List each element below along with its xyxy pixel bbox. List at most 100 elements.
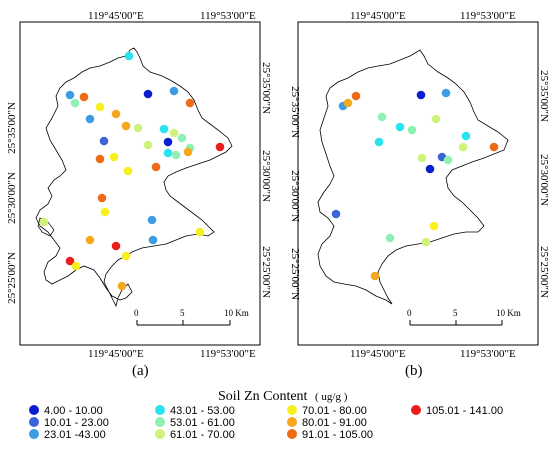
panel-b-sample-point bbox=[377, 112, 387, 122]
legend-label: 43.01 - 53.00 bbox=[170, 405, 235, 417]
panel-b-top-tick-1: 119°45'00"E bbox=[350, 10, 406, 22]
panel-a-sample-point bbox=[148, 235, 158, 245]
map-panel-a: 119°45'00"E 119°53'00"E 119°45'00"E 119°… bbox=[6, 10, 272, 379]
panel-a-sample-point bbox=[159, 124, 169, 134]
panel-b-sample-point bbox=[417, 153, 427, 163]
legend-swatch-icon bbox=[155, 417, 165, 427]
legend-title: Soil Zn Content bbox=[218, 389, 308, 404]
panel-b-scale-0: 0 bbox=[407, 308, 412, 318]
panel-b-sample-point bbox=[343, 98, 353, 108]
panel-b-left-tick-1: 25°35'00"N bbox=[289, 86, 301, 138]
legend-label: 70.01 - 80.00 bbox=[302, 405, 367, 417]
panel-a-sample-point bbox=[111, 109, 121, 119]
panel-b-sample-point bbox=[489, 142, 499, 152]
panel-b-scale-5: 5 bbox=[453, 308, 458, 318]
legend-label: 10.01 - 23.00 bbox=[44, 417, 109, 429]
legend-swatch-icon bbox=[287, 417, 297, 427]
panel-a-right-tick-1: 25°35'00"N bbox=[260, 62, 272, 114]
panel-a-sample-point bbox=[79, 92, 89, 102]
panel-a-sample-point bbox=[183, 147, 193, 157]
panel-a-right-tick-2: 25°30'00"N bbox=[260, 150, 272, 202]
panel-a-scale-10: 10 Km bbox=[224, 308, 249, 318]
panel-a-sample-point bbox=[169, 128, 179, 138]
panel-b-top-tick-2: 119°53'00"E bbox=[460, 10, 516, 22]
panel-a-right-tick-3: 25°25'00"N bbox=[260, 246, 272, 298]
panel-a-left-tick-3: 25°25'00"N bbox=[6, 252, 18, 304]
legend-swatch-icon bbox=[29, 429, 39, 439]
legend-swatch-icon bbox=[155, 429, 165, 439]
panel-a-sample-point bbox=[195, 227, 205, 237]
legend-swatch-icon bbox=[411, 405, 421, 415]
legend-label: 61.01 - 70.00 bbox=[170, 429, 235, 441]
legend-swatch-icon bbox=[29, 405, 39, 415]
panel-b-sample-point bbox=[374, 137, 384, 147]
legend-unit: ( ug/g ) bbox=[315, 391, 348, 403]
panel-a-sample-point bbox=[95, 154, 105, 164]
legend-label: 105.01 - 141.00 bbox=[426, 405, 503, 417]
panel-a-bottom-tick-2: 119°53'00"E bbox=[200, 348, 256, 360]
panel-b-sample-point bbox=[429, 221, 439, 231]
panel-b-label: (b) bbox=[405, 363, 423, 379]
panel-b-scale-10: 10 Km bbox=[496, 308, 521, 318]
panel-a-island bbox=[37, 217, 55, 237]
panel-b-sample-point bbox=[421, 237, 431, 247]
panel-a-sample-point bbox=[39, 217, 49, 227]
panel-b-sample-point bbox=[385, 233, 395, 243]
panel-a-sample-point bbox=[185, 98, 195, 108]
panel-a-sample-point bbox=[163, 137, 173, 147]
panel-a-sample-point bbox=[100, 207, 110, 217]
legend-swatch-icon bbox=[287, 405, 297, 415]
panel-a-sample-point bbox=[71, 261, 81, 271]
map-panel-b: 119°45'00"E 119°53'00"E 119°45'00"E 119°… bbox=[289, 10, 550, 379]
panel-b-sample-point bbox=[431, 114, 441, 124]
panel-b-sample-point bbox=[331, 209, 341, 219]
panel-a-sample-point bbox=[121, 121, 131, 131]
panel-b-bottom-tick-2: 119°53'00"E bbox=[460, 348, 516, 360]
panel-b-sample-point bbox=[461, 131, 471, 141]
panel-a-scale-5: 5 bbox=[180, 308, 185, 318]
legend-label: 4.00 - 10.00 bbox=[44, 405, 103, 417]
panel-a-sample-point bbox=[85, 114, 95, 124]
panel-a-bottom-tick-1: 119°45'00"E bbox=[88, 348, 144, 360]
panel-b-sample-point bbox=[441, 88, 451, 98]
legend-label: 53.01 - 61.00 bbox=[170, 417, 235, 429]
panel-b-sample-point bbox=[407, 125, 417, 135]
panel-a-sample-point bbox=[85, 235, 95, 245]
legend-label: 23.01 -43.00 bbox=[44, 429, 106, 441]
panel-a-left-tick-2: 25°30'00"N bbox=[6, 172, 18, 224]
panel-a-left-tick-1: 25°35'00"N bbox=[6, 102, 18, 154]
panel-a-sample-point bbox=[143, 140, 153, 150]
panel-a-sample-point bbox=[70, 98, 80, 108]
panel-b-boundary bbox=[317, 49, 509, 305]
panel-a-sample-point bbox=[133, 123, 143, 133]
panel-b-sample-point bbox=[425, 164, 435, 174]
panel-a-sample-point bbox=[109, 152, 119, 162]
panel-b-samples bbox=[331, 88, 499, 281]
panel-a-sample-point bbox=[99, 136, 109, 146]
panel-a-sample-point bbox=[215, 142, 225, 152]
legend: Soil Zn Content ( ug/g ) 4.00 - 10.0010.… bbox=[29, 389, 503, 441]
legend-swatch-icon bbox=[287, 429, 297, 439]
panel-a-boundary bbox=[35, 47, 233, 308]
panel-a-sample-point bbox=[121, 251, 131, 261]
panel-a-sample-point bbox=[171, 150, 181, 160]
panel-a-top-tick-2: 119°53'00"E bbox=[200, 10, 256, 22]
panel-a-sample-point bbox=[147, 215, 157, 225]
panel-a-sample-point bbox=[151, 162, 161, 172]
panel-b-frame bbox=[297, 21, 539, 346]
panel-a-sample-point bbox=[65, 256, 75, 266]
panel-a-sample-point bbox=[169, 86, 179, 96]
panel-a-samples bbox=[39, 51, 225, 291]
panel-a-sample-point bbox=[163, 148, 173, 158]
panel-a-sample-point bbox=[117, 281, 127, 291]
panel-a-sample-point bbox=[97, 193, 107, 203]
panel-a-frame bbox=[19, 21, 261, 346]
panel-a-sample-point bbox=[143, 89, 153, 99]
panel-a-sample-point bbox=[177, 133, 187, 143]
panel-b-right-tick-2: 25°30'00"N bbox=[538, 154, 550, 206]
panel-a-sample-point bbox=[95, 102, 105, 112]
panel-b-right-tick-1: 25°35'00"N bbox=[538, 70, 550, 122]
legend-label: 91.01 - 105.00 bbox=[302, 429, 373, 441]
panel-b-sample-point bbox=[370, 271, 380, 281]
